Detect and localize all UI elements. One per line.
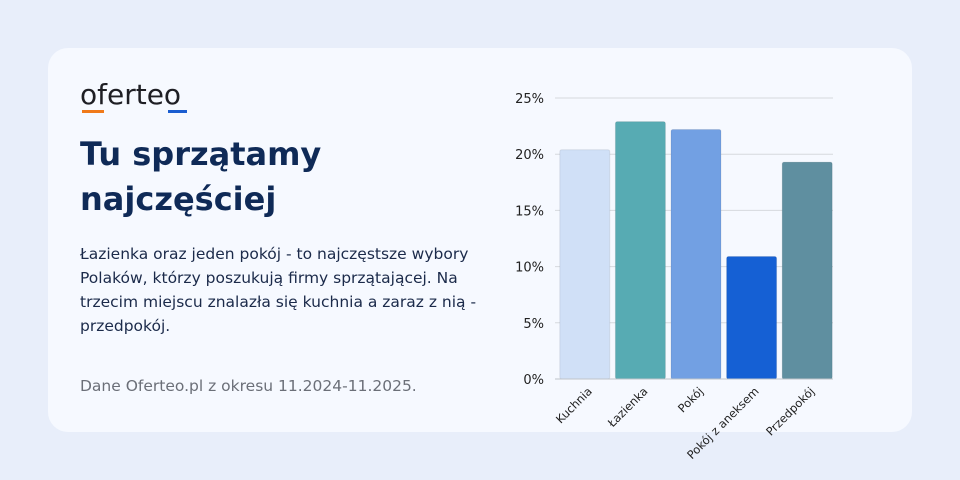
logo-accent-orange (82, 110, 104, 113)
page-title: Tu sprzątamy najczęściej (80, 135, 322, 218)
bar (559, 149, 611, 380)
oferteo-logo: oferteo (80, 78, 187, 113)
bar (670, 128, 722, 380)
y-tick-label: 0% (523, 373, 544, 388)
logo-accent-blue (168, 110, 187, 113)
y-tick-label: 5% (523, 317, 544, 332)
description: Łazienka oraz jeden pokój - to najczęsts… (80, 245, 477, 335)
x-tick-label: Kuchnia (553, 384, 595, 426)
y-tick-label: 25% (515, 92, 544, 107)
x-tick-label: Przedpokój (763, 384, 817, 438)
bar (726, 255, 778, 380)
y-tick-label: 10% (515, 261, 544, 276)
x-tick-label: Łazienka (604, 384, 650, 430)
y-tick-label: 15% (515, 204, 544, 219)
data-source: Dane Oferteo.pl z okresu 11.2024-11.2025… (80, 377, 417, 395)
logo-text: oferteo (80, 78, 182, 111)
bar (614, 121, 666, 380)
bar (781, 161, 833, 380)
y-tick-label: 20% (515, 148, 544, 163)
x-tick-label: Pokój (675, 384, 706, 415)
